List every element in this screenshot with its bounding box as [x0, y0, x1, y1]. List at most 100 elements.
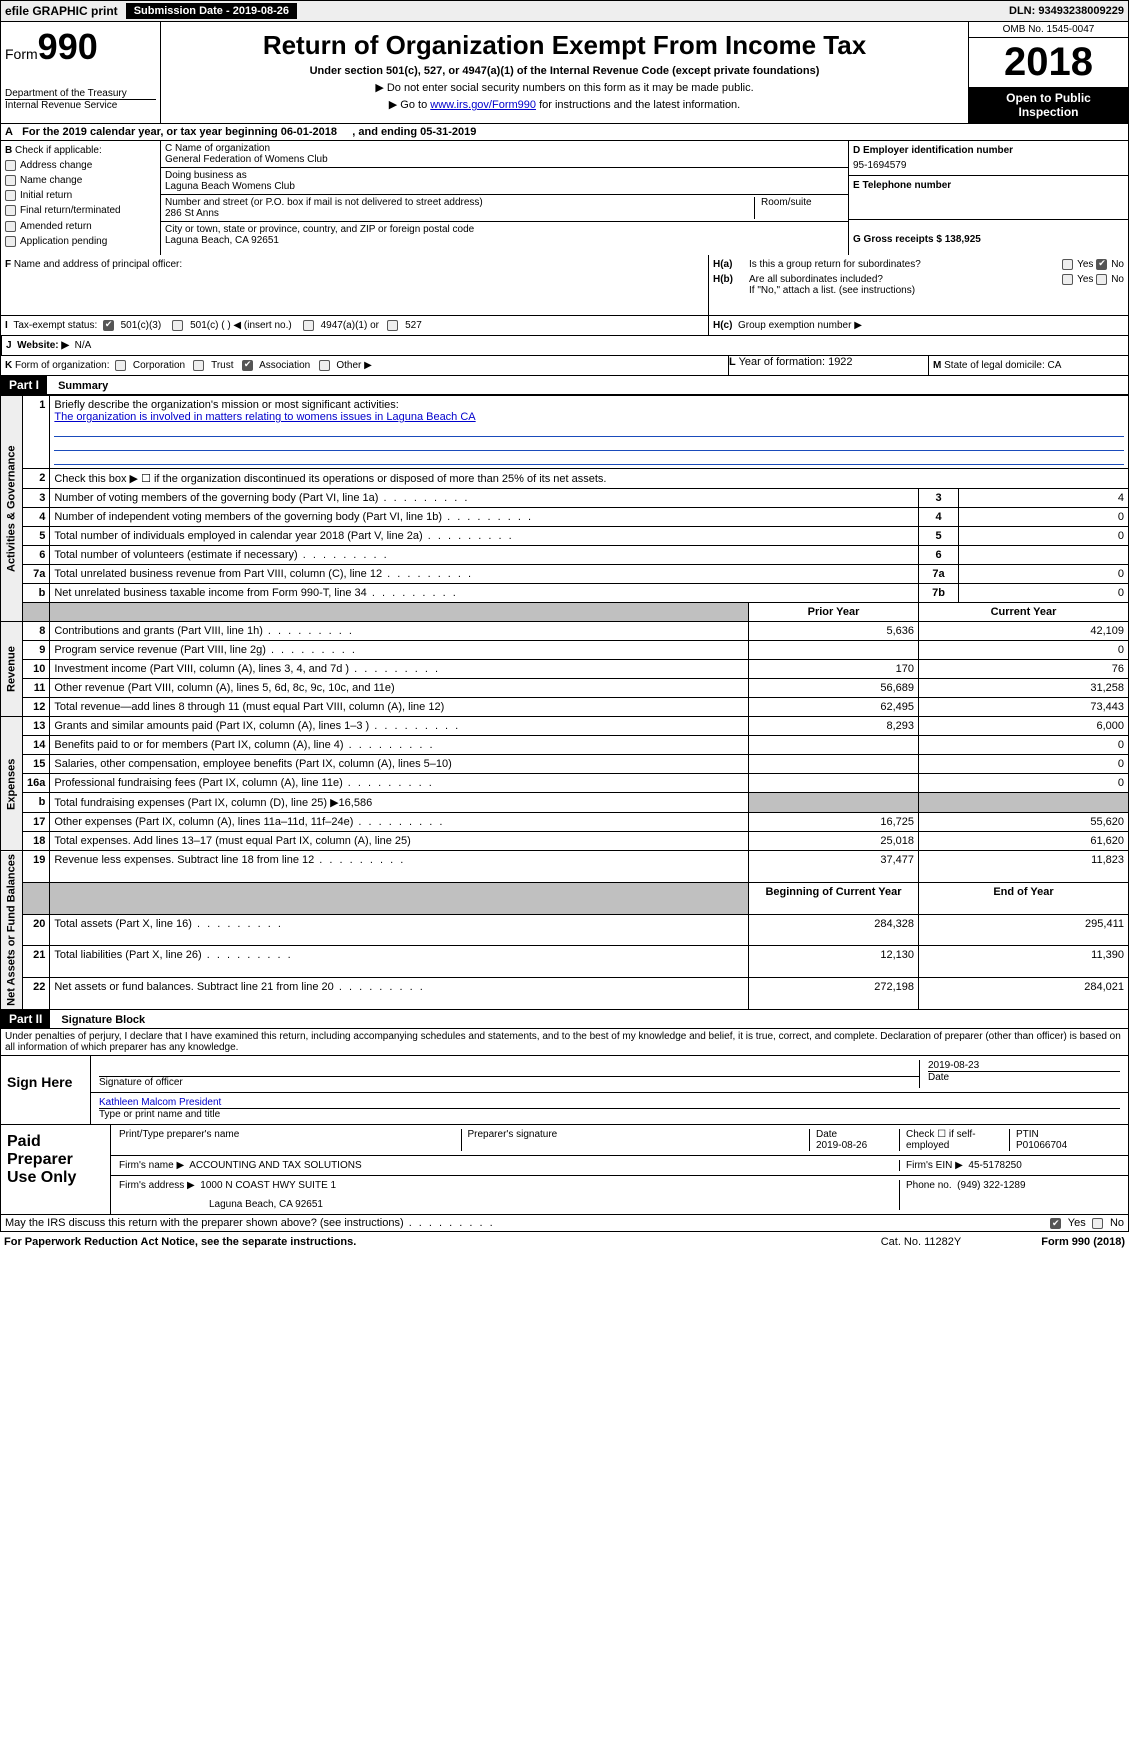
vtab-revenue: Revenue — [1, 622, 23, 717]
part2-label: Part II — [1, 1010, 50, 1028]
col-beginning: Beginning of Current Year — [749, 882, 919, 914]
org-name: General Federation of Womens Club — [165, 154, 844, 165]
chk-501c[interactable] — [172, 320, 183, 331]
line2: Check this box ▶ ☐ if the organization d… — [50, 469, 1129, 489]
line8-prior: 5,636 — [749, 622, 919, 641]
col-current: Current Year — [919, 603, 1129, 622]
box-g: G Gross receipts $ 138,925 — [849, 220, 1128, 249]
preparer-block: Paid Preparer Use Only Print/Type prepar… — [0, 1125, 1129, 1215]
col-end: End of Year — [919, 882, 1129, 914]
row-f-h: F Name and address of principal officer:… — [0, 255, 1129, 316]
line4-value: 0 — [959, 508, 1129, 527]
firm-addr2: Laguna Beach, CA 92651 — [119, 1199, 899, 1210]
form-footer: Form 990 (2018) — [1041, 1236, 1125, 1248]
chk-corp[interactable] — [115, 360, 126, 371]
discuss-yes[interactable] — [1050, 1218, 1061, 1229]
firm-addr1: 1000 N COAST HWY SUITE 1 — [200, 1180, 336, 1191]
chk-final[interactable]: Final return/terminated — [5, 205, 156, 216]
footer-row: For Paperwork Reduction Act Notice, see … — [0, 1232, 1129, 1252]
box-c: C Name of organization General Federatio… — [161, 141, 848, 255]
row-j: J Website: ▶ N/A — [0, 336, 1129, 356]
prep-self-check: Check ☐ if self-employed — [900, 1129, 1010, 1151]
ein: 95-1694579 — [853, 160, 1124, 171]
form-subtitle: Under section 501(c), 527, or 4947(a)(1)… — [169, 65, 960, 77]
ptin-value: P01066704 — [1016, 1140, 1120, 1151]
open-to-public: Open to Public Inspection — [969, 87, 1128, 123]
box-h: H(a) Is this a group return for subordin… — [708, 255, 1128, 315]
year-box: OMB No. 1545-0047 2018 Open to Public In… — [968, 22, 1128, 123]
form-prefix: Form — [5, 46, 38, 62]
col-prior: Prior Year — [749, 603, 919, 622]
part2-bar: Part II Signature Block — [0, 1010, 1129, 1029]
box-b: B Check if applicable: Address change Na… — [1, 141, 161, 255]
box-d: D Employer identification number 95-1694… — [849, 141, 1128, 176]
note-ssn: ▶ Do not enter social security numbers o… — [169, 81, 960, 94]
line3-value: 4 — [959, 489, 1129, 508]
part2-title: Signature Block — [53, 1012, 153, 1028]
chk-pending[interactable]: Application pending — [5, 236, 156, 247]
penalty-text: Under penalties of perjury, I declare th… — [0, 1029, 1129, 1056]
chk-name[interactable]: Name change — [5, 175, 156, 186]
row-k: K Form of organization: Corporation Trus… — [0, 356, 1129, 376]
row-i: I Tax-exempt status: 501(c)(3) 501(c) ( … — [0, 316, 1129, 336]
part1-label: Part I — [1, 376, 47, 394]
firm-name: ACCOUNTING AND TAX SOLUTIONS — [189, 1160, 361, 1171]
box-d-e-g: D Employer identification number 95-1694… — [848, 141, 1128, 255]
line6-value — [959, 546, 1129, 565]
summary-table: Activities & Governance 1 Briefly descri… — [0, 395, 1129, 1010]
cat-no: Cat. No. 11282Y — [881, 1236, 962, 1248]
line7a-value: 0 — [959, 565, 1129, 584]
dba-name: Laguna Beach Womens Club — [165, 181, 844, 192]
sign-here-block: Sign Here Signature of officer 2019-08-2… — [0, 1056, 1129, 1125]
part1-title: Summary — [50, 378, 116, 394]
firm-ein: 45-5178250 — [968, 1160, 1021, 1171]
vtab-net: Net Assets or Fund Balances — [1, 851, 23, 1010]
chk-amended[interactable]: Amended return — [5, 221, 156, 232]
header-info-grid: B Check if applicable: Address change Na… — [0, 141, 1129, 255]
line5-value: 0 — [959, 527, 1129, 546]
discuss-no[interactable] — [1092, 1218, 1103, 1229]
chk-527[interactable] — [387, 320, 398, 331]
form-id-box: Form990 Department of the Treasury Inter… — [1, 22, 161, 123]
form-title: Return of Organization Exempt From Incom… — [169, 30, 960, 61]
street-address: 286 St Anns — [165, 208, 754, 219]
prep-date: 2019-08-26 — [816, 1140, 899, 1151]
city-state-zip: Laguna Beach, CA 92651 — [165, 235, 844, 246]
part1-bar: Part I Summary — [0, 376, 1129, 395]
chk-501c3[interactable] — [103, 320, 114, 331]
pra-notice: For Paperwork Reduction Act Notice, see … — [4, 1236, 881, 1248]
chk-other[interactable] — [319, 360, 330, 371]
prep-sig-label: Preparer's signature — [462, 1129, 811, 1151]
chk-4947[interactable] — [303, 320, 314, 331]
vtab-expenses: Expenses — [1, 717, 23, 851]
omb-number: OMB No. 1545-0047 — [969, 22, 1128, 38]
mission-text[interactable]: The organization is involved in matters … — [54, 411, 1124, 423]
note-link: ▶ Go to www.irs.gov/Form990 for instruct… — [169, 98, 960, 111]
type-label: Type or print name and title — [99, 1109, 1120, 1120]
tax-year: 2018 — [969, 38, 1128, 87]
efile-bar: efile GRAPHIC print Submission Date - 20… — [0, 0, 1129, 22]
dln: DLN: 93493238009229 — [1009, 5, 1124, 17]
form-title-box: Return of Organization Exempt From Incom… — [161, 22, 968, 123]
box-f: F Name and address of principal officer: — [1, 255, 708, 315]
line8-current: 42,109 — [919, 622, 1129, 641]
website-value: N/A — [75, 340, 92, 351]
vtab-governance: Activities & Governance — [1, 396, 23, 622]
chk-initial[interactable]: Initial return — [5, 190, 156, 201]
form-header: Form990 Department of the Treasury Inter… — [0, 22, 1129, 124]
discuss-row: May the IRS discuss this return with the… — [0, 1215, 1129, 1232]
sig-date: 2019-08-23 — [928, 1060, 1120, 1071]
sign-here-label: Sign Here — [1, 1056, 91, 1124]
line1: Briefly describe the organization's miss… — [50, 396, 1129, 469]
chk-trust[interactable] — [193, 360, 204, 371]
prep-print-label: Print/Type preparer's name — [119, 1129, 462, 1151]
line7b-value: 0 — [959, 584, 1129, 603]
box-e: E Telephone number — [849, 176, 1128, 220]
irs-link[interactable]: www.irs.gov/Form990 — [430, 99, 536, 111]
sig-officer-label: Signature of officer — [99, 1076, 919, 1088]
department: Department of the Treasury Internal Reve… — [5, 88, 156, 111]
chk-address[interactable]: Address change — [5, 160, 156, 171]
submission-date: Submission Date - 2019-08-26 — [126, 3, 297, 19]
efile-label: efile GRAPHIC print — [5, 4, 118, 18]
chk-assoc[interactable] — [242, 360, 253, 371]
